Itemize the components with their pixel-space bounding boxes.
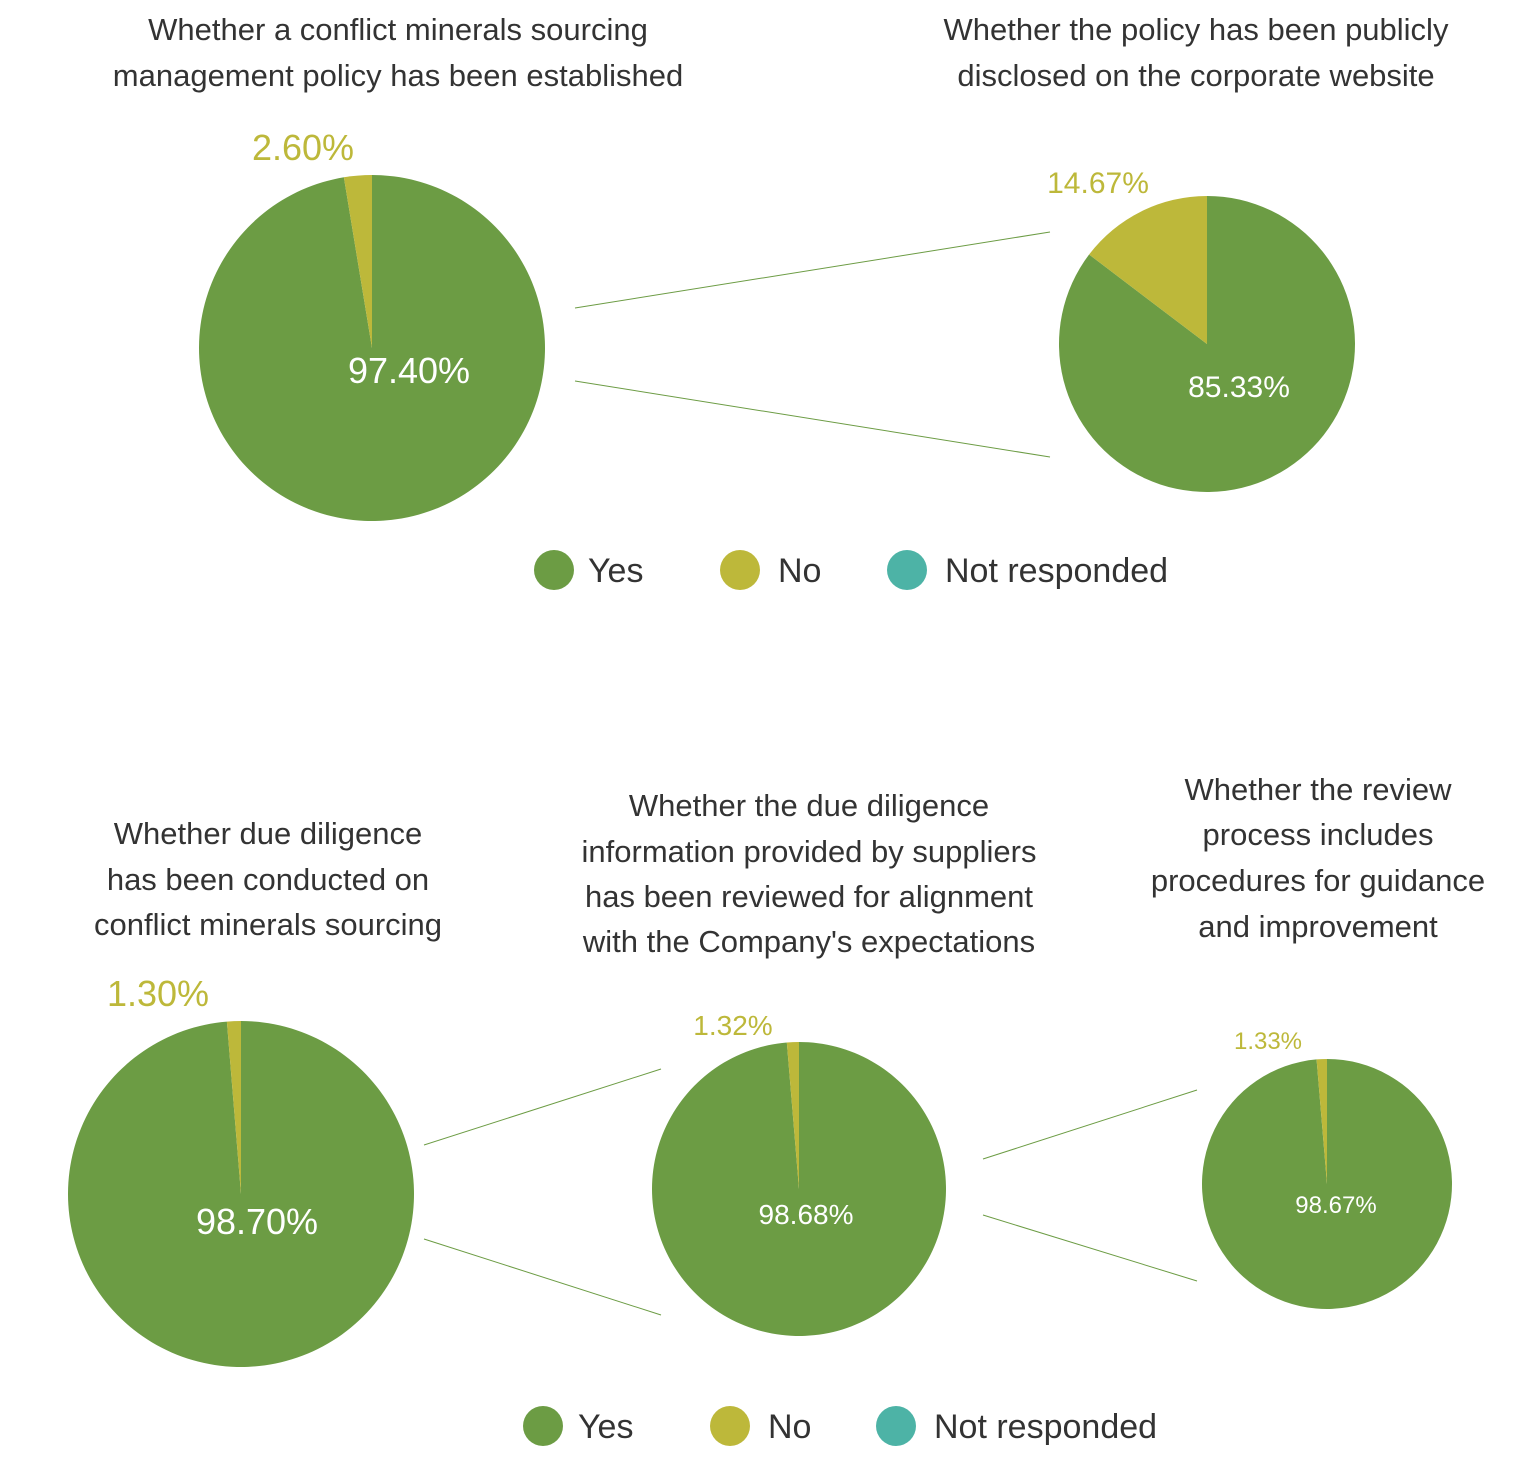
legend-label-no: No	[768, 1408, 811, 1446]
pie-chart-3: Whether due diligence has been conducted …	[67, 816, 442, 1367]
chart-title-line: Whether due diligence	[114, 816, 422, 851]
connector-line	[574, 380, 1051, 458]
data-label-yes: 97.40%	[348, 350, 470, 391]
data-label-no: 1.30%	[107, 973, 209, 1014]
data-label-no: 1.32%	[693, 1010, 772, 1041]
pie-chart-4: Whether the due diligence information pro…	[582, 788, 1037, 1336]
legend-swatch-yes	[523, 1406, 563, 1446]
pie-slice-no	[226, 1021, 241, 1194]
legend-swatch-no	[710, 1406, 750, 1446]
chart-title-line: Whether the review	[1184, 772, 1452, 807]
legend-bottom: Yes No Not responded	[523, 1406, 1157, 1446]
pie-chart-2: Whether the policy has been publicly disc…	[944, 12, 1449, 493]
data-label-yes: 98.67%	[1295, 1192, 1376, 1219]
chart-title-line: conflict minerals sourcing	[94, 907, 442, 942]
chart-title-line: disclosed on the corporate website	[957, 58, 1434, 93]
legend-swatch-not-responded	[876, 1406, 916, 1446]
legend-swatch-not-responded	[887, 550, 927, 590]
legend-label-yes: Yes	[578, 1408, 633, 1446]
data-label-no: 2.60%	[252, 127, 354, 168]
connector-line	[982, 1089, 1198, 1160]
data-label-yes: 98.70%	[196, 1201, 318, 1242]
connector-line	[423, 1238, 662, 1316]
chart-title-line: Whether a conflict minerals sourcing	[148, 12, 648, 47]
pie-slice-no	[1316, 1059, 1327, 1184]
data-label-no: 14.67%	[1047, 167, 1149, 200]
legend-label-no: No	[778, 552, 821, 590]
connector-line	[423, 1068, 662, 1146]
pie-slice-yes	[198, 175, 545, 521]
legend-label-not-responded: Not responded	[945, 552, 1168, 590]
chart-title-line: has been reviewed for alignment	[585, 879, 1033, 914]
legend-label-yes: Yes	[588, 552, 643, 590]
chart-title-line: Whether the policy has been publicly	[944, 12, 1449, 47]
chart-title-line: has been conducted on	[107, 862, 429, 897]
connector-line	[982, 1214, 1198, 1282]
chart-title-line: with the Company's expectations	[582, 924, 1035, 959]
legend-swatch-no	[720, 550, 760, 590]
pie-slice-yes	[67, 1021, 414, 1367]
pie-slice-yes	[651, 1042, 946, 1336]
chart-title-line: procedures for guidance	[1151, 863, 1485, 898]
chart-title-line: Whether the due diligence	[629, 788, 989, 823]
data-label-no: 1.33%	[1234, 1028, 1302, 1055]
connector-lines	[423, 231, 1198, 1316]
pie-chart-5: Whether the review process includes proced…	[1151, 772, 1485, 1309]
data-label-yes: 98.68%	[759, 1199, 854, 1230]
legend-top: Yes No Not responded	[534, 550, 1168, 590]
chart-title-line: management policy has been established	[113, 58, 683, 93]
legend-swatch-yes	[534, 550, 574, 590]
pie-slice-no	[786, 1042, 799, 1189]
legend-label-not-responded: Not responded	[934, 1408, 1157, 1446]
data-label-yes: 85.33%	[1188, 371, 1290, 404]
pie-slice-no	[343, 175, 372, 348]
connector-line	[574, 231, 1051, 309]
pie-chart-1: Whether a conflict minerals sourcing mana…	[113, 12, 683, 521]
pie-slice-no	[1089, 196, 1207, 344]
chart-title-line: information provided by suppliers	[582, 834, 1037, 869]
chart-title-line: process includes	[1203, 817, 1434, 852]
pies: Whether a conflict minerals sourcing mana…	[67, 12, 1485, 1367]
chart-title-line: and improvement	[1198, 909, 1438, 944]
